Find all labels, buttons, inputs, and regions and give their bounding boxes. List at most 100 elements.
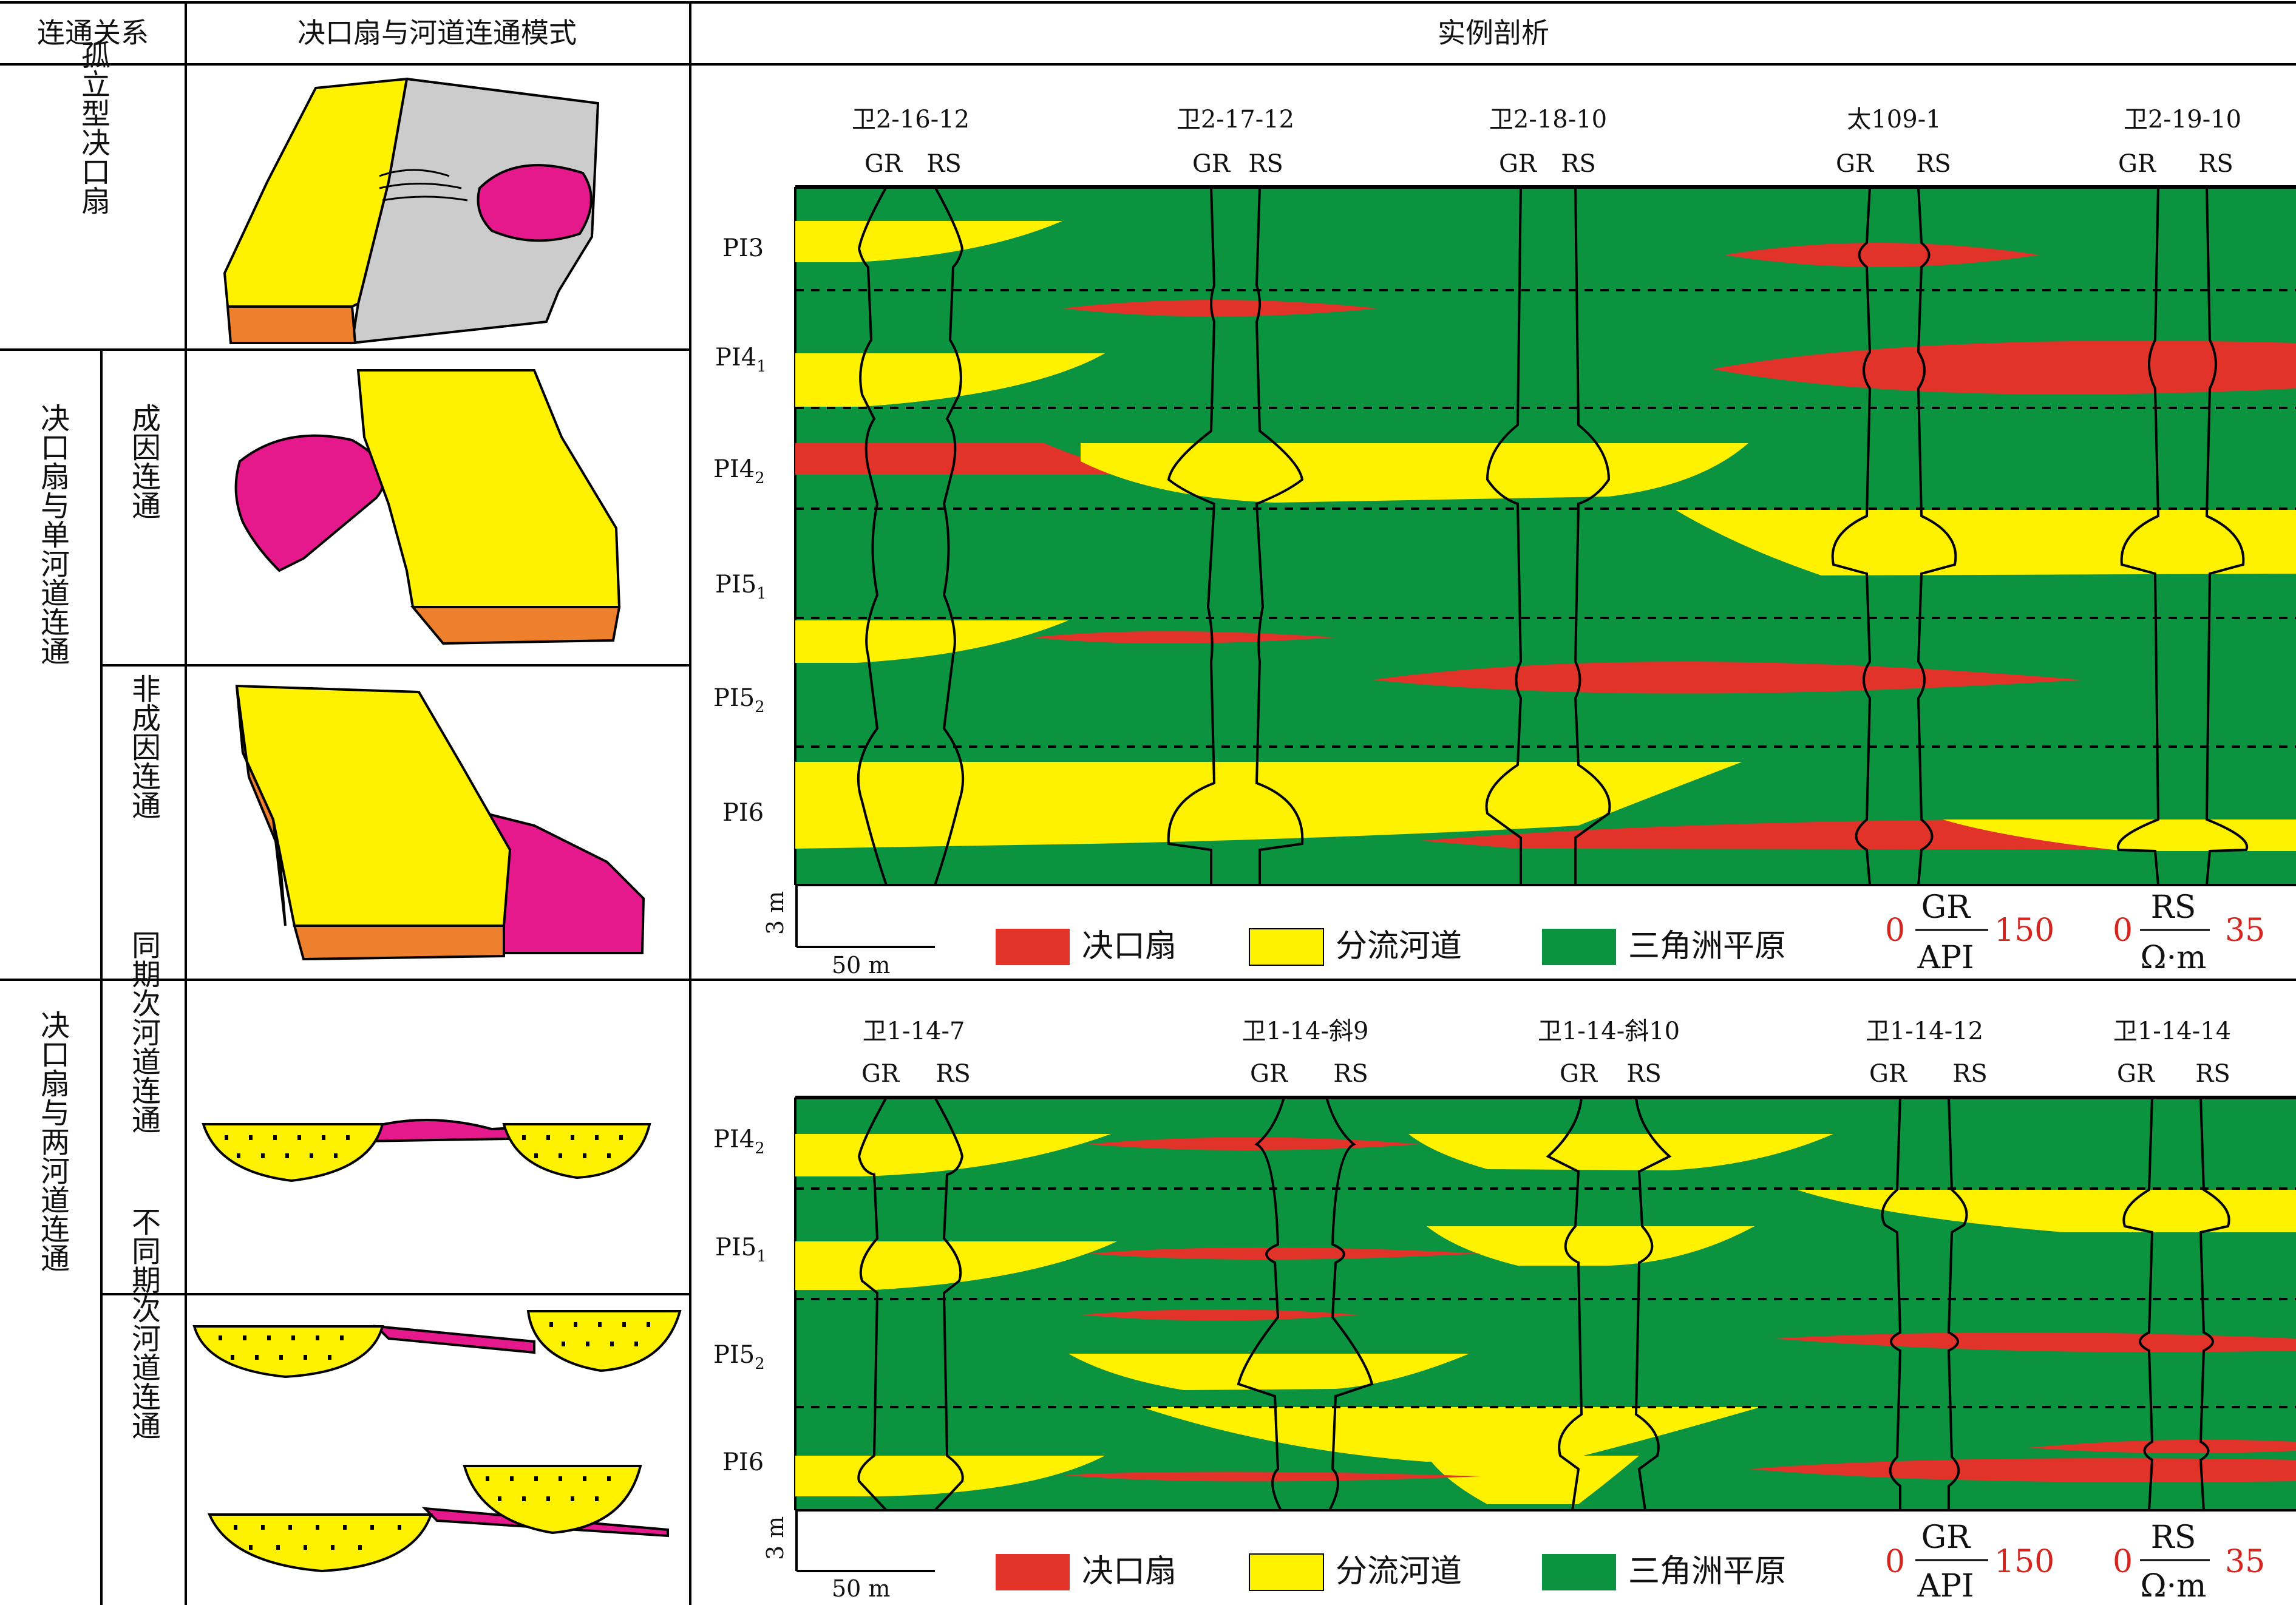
layer-label-pi6: PI6 xyxy=(722,1448,764,1476)
crevasse-body xyxy=(1087,1247,1481,1260)
rs-scale-unit: Ω·m xyxy=(2141,1568,2207,1604)
rs-label: RS xyxy=(1561,150,1596,178)
layer-label-pi4-1: PI41 xyxy=(715,344,767,376)
rs-label: RS xyxy=(1248,150,1283,178)
channel-body xyxy=(795,1241,1117,1290)
rs-label: RS xyxy=(1952,1060,1988,1088)
legend-label-delta-plain: 三角洲平原 xyxy=(1628,928,1786,965)
sketch-isolated xyxy=(223,77,600,345)
scale-horizontal-label: 50 m xyxy=(832,952,890,979)
scale-bar xyxy=(795,1512,935,1572)
header-relation: 连通关系 xyxy=(37,16,149,49)
scale-vertical-label: 3 m xyxy=(762,1516,789,1560)
legend-swatch-crevasse xyxy=(996,1554,1070,1590)
layer-label-pi5-1: PI51 xyxy=(715,571,767,603)
rs-scale-unit: Ω·m xyxy=(2141,940,2207,976)
row-label-same-period: 同期次河道连通 xyxy=(126,930,160,1134)
channel-body xyxy=(795,353,1105,407)
crevasse-body xyxy=(1087,1137,1421,1150)
crevasse-body xyxy=(2028,1439,2296,1453)
well-name: 卫2-16-12 xyxy=(852,106,970,134)
well-logs xyxy=(857,186,2249,886)
channel-body xyxy=(1427,1226,1754,1266)
rs-label: RS xyxy=(926,150,962,178)
header-mode: 决口扇与河道连通模式 xyxy=(297,16,577,49)
rs-label: RS xyxy=(1626,1060,1662,1088)
gr-label: GR xyxy=(1869,1060,1908,1088)
well-name: 太109-1 xyxy=(1847,106,1941,134)
scale-vertical-label: 3 m xyxy=(762,891,789,935)
gr-scale-name: GR xyxy=(1921,889,1972,926)
section-bottom: 卫1-14-7 卫1-14-斜9 卫1-14-斜10 卫1-14-12 卫1-1… xyxy=(713,1017,2296,1604)
sketch-diff-period xyxy=(192,1310,682,1573)
sand-dots xyxy=(225,1135,623,1158)
rs-label: RS xyxy=(2198,150,2233,178)
rs-scale-min: 0 xyxy=(2113,1544,2133,1580)
gr-label: GR xyxy=(861,1060,900,1088)
legend-label-crevasse: 决口扇 xyxy=(1082,928,1177,965)
rs-scale-max: 35 xyxy=(2225,912,2265,949)
well-name: 卫2-18-10 xyxy=(1489,106,1607,134)
channel-body xyxy=(1797,1190,2296,1232)
rs-scale-min: 0 xyxy=(2113,912,2133,949)
crevasse-body xyxy=(1081,1309,1360,1321)
channel-body xyxy=(1943,819,2296,851)
layer-label-pi5-1: PI51 xyxy=(715,1233,767,1266)
legend-label-delta-plain: 三角洲平原 xyxy=(1628,1553,1786,1590)
channel-body xyxy=(1141,1407,1761,1462)
crevasse-body xyxy=(1062,1471,1481,1482)
rs-label: RS xyxy=(936,1060,971,1088)
channel-body xyxy=(795,1456,1105,1496)
gr-scale-unit: API xyxy=(1917,940,1974,976)
gr-scale-unit: API xyxy=(1917,1568,1974,1604)
well-name: 卫2-17-12 xyxy=(1177,106,1294,134)
well-name: 卫1-14-斜9 xyxy=(1242,1017,1369,1045)
gr-label: GR xyxy=(1560,1060,1598,1088)
well-name: 卫1-14-7 xyxy=(863,1017,965,1045)
well-name: 卫1-14-斜10 xyxy=(1538,1017,1680,1045)
gr-label: GR xyxy=(1250,1060,1289,1088)
channel-body xyxy=(795,221,1062,262)
sand-dots xyxy=(219,1322,650,1550)
section-top: 卫2-16-12 卫2-17-12 卫2-18-10 太109-1 卫2-19-… xyxy=(713,106,2296,979)
layer-label-pi4-2: PI42 xyxy=(713,455,765,487)
gr-scale-name: GR xyxy=(1921,1519,1972,1556)
legend-swatch-delta-plain xyxy=(1542,929,1616,965)
crevasse-body xyxy=(1724,243,2040,267)
crevasse-body xyxy=(1062,300,1378,317)
gr-label: GR xyxy=(1836,150,1875,178)
gr-label: GR xyxy=(2117,1060,2156,1088)
layer-label-pi4-2: PI42 xyxy=(713,1125,765,1158)
rs-label: RS xyxy=(1916,150,1951,178)
crevasse-body xyxy=(1748,1458,2296,1482)
row-label-single-channel: 决口扇与单河道连通 xyxy=(35,403,69,665)
gr-scale-min: 0 xyxy=(1885,1544,1905,1580)
channel-body xyxy=(1068,1354,1469,1390)
legend-swatch-channel xyxy=(1249,928,1324,966)
crevasse-body xyxy=(1773,1332,2296,1352)
rs-label: RS xyxy=(2195,1060,2230,1088)
channel-body xyxy=(1408,1134,1833,1170)
channel-body xyxy=(795,1134,1111,1176)
channel-body xyxy=(795,620,1068,663)
legend-label-channel: 分流河道 xyxy=(1336,1553,1462,1590)
gr-scale-max: 150 xyxy=(1994,912,2054,949)
scale-bar xyxy=(795,886,935,948)
gr-scale-min: 0 xyxy=(1885,912,1905,949)
row-label-two-channel: 决口扇与两河道连通 xyxy=(35,1010,69,1272)
well-name: 卫1-14-14 xyxy=(2113,1017,2231,1045)
row-label-non-genetic: 非成因连通 xyxy=(126,674,160,819)
rs-scale-name: RS xyxy=(2151,1519,2196,1556)
gr-scale-max: 150 xyxy=(1994,1544,2054,1580)
gr-label: GR xyxy=(1499,150,1538,178)
crevasse-body xyxy=(795,443,1141,475)
channel-body xyxy=(1081,443,1748,503)
gr-label: GR xyxy=(2118,150,2157,178)
well-name: 卫2-19-10 xyxy=(2124,106,2241,134)
channel-body xyxy=(1427,1456,1639,1504)
row-label-isolated: 孤立型决口扇 xyxy=(76,40,110,215)
sketch-non-genetic xyxy=(235,684,645,961)
layer-label-pi5-2: PI52 xyxy=(713,1341,765,1373)
row-label-diff-period: 不同期次河道连通 xyxy=(126,1207,160,1440)
